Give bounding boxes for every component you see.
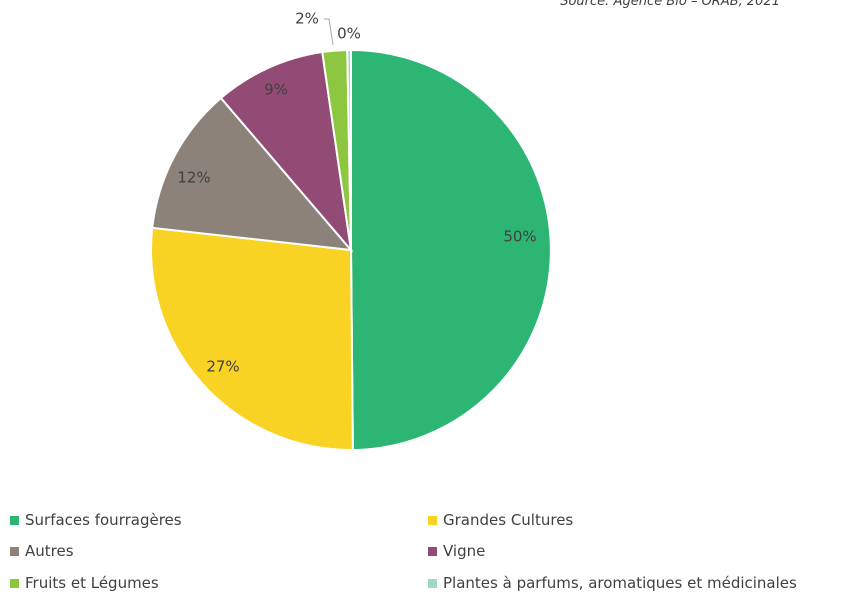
- pie-slice: [151, 96, 354, 252]
- slice-value-label: 0%: [337, 25, 361, 43]
- slice-value-label: 2%: [295, 10, 319, 28]
- slice-value-label: 50%: [503, 228, 536, 246]
- slice-value-label: 9%: [264, 81, 288, 99]
- source-caption: Source: Agence Bio – ORAB, 2021: [560, 0, 780, 9]
- pie-slice: [346, 48, 352, 251]
- pie-slice: [219, 50, 353, 254]
- slice-value-label: 12%: [177, 169, 210, 187]
- pie-slice: [350, 48, 552, 452]
- pie-slice: [150, 226, 354, 451]
- slice-value-label: 27%: [206, 358, 239, 376]
- leader-line: [324, 18, 334, 46]
